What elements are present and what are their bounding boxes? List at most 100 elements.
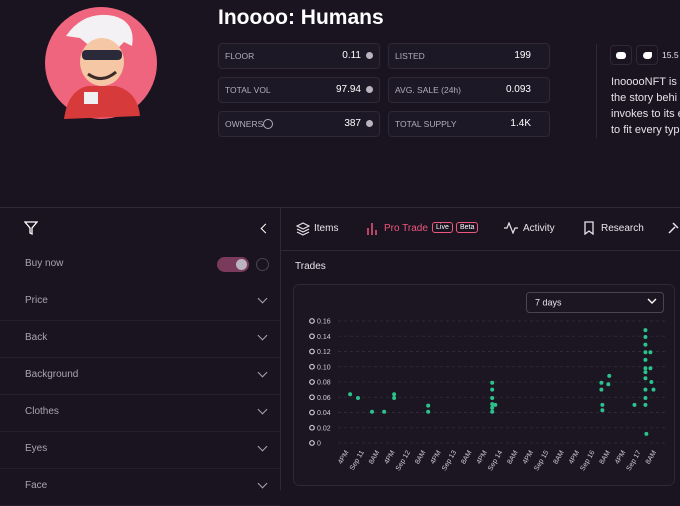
twitter-count[interactable]: 15.5: [662, 50, 679, 60]
trade-point: [643, 376, 648, 381]
period-label: 7 days: [535, 298, 562, 308]
trade-point: [355, 396, 360, 401]
twitter-button[interactable]: [636, 45, 658, 65]
trade-point: [490, 396, 495, 401]
stat-box: FLOOR 0.11: [218, 43, 380, 69]
filter-icon[interactable]: [24, 221, 38, 235]
trade-point: [490, 380, 495, 385]
trade-point: [651, 387, 656, 392]
items-icon: [296, 222, 310, 236]
stat-box: OWNERS 387: [218, 111, 380, 137]
currency-icon: [309, 348, 315, 355]
divider: [280, 207, 281, 490]
trade-point: [382, 409, 387, 414]
buy-now-toggle[interactable]: [217, 257, 249, 272]
trade-point: [649, 380, 654, 384]
page: {"header": {"title": "Inoooo: Humans", "…: [0, 6, 680, 506]
stat-label: TOTAL VOL: [225, 85, 271, 95]
filter-row[interactable]: Eyes: [0, 431, 280, 469]
trade-point: [643, 387, 648, 392]
currency-icon: [309, 394, 315, 401]
y-tick-label: 0.10: [317, 364, 331, 371]
stat-label: FLOOR: [225, 51, 255, 61]
research-icon: [584, 221, 594, 235]
stat-value: 0.11: [342, 50, 361, 61]
items-tab[interactable]: Items: [314, 223, 339, 234]
trade-point: [426, 409, 431, 414]
avatar: [45, 7, 157, 119]
trades-chart: 7 days 0 0.02 0.04 0.06 0.08 0.10 0.12 0.14 0.16…: [293, 284, 675, 486]
currency-icon: [366, 120, 373, 127]
trade-point: [643, 396, 648, 401]
divider: [0, 207, 680, 208]
trade-point: [600, 402, 605, 407]
trade-point: [600, 408, 605, 413]
trade-point: [632, 402, 637, 407]
filter-label: Eyes: [25, 443, 48, 454]
filter-label: Face: [25, 480, 48, 491]
trade-point: [490, 409, 495, 414]
stat-box: AVG. SALE (24h) 0.093: [388, 77, 550, 103]
y-tick-label: 0.16: [317, 319, 331, 326]
stat-value: 0.093: [505, 84, 531, 95]
filter-row[interactable]: Background: [0, 357, 280, 395]
currency-icon: [366, 52, 373, 59]
stat-box: TOTAL VOL 97.94: [218, 77, 380, 103]
research-tab[interactable]: Research: [601, 223, 644, 234]
activity-icon: [504, 222, 518, 234]
stat-label: LISTED: [395, 51, 425, 61]
pro-trade-icon: [367, 223, 377, 235]
trade-point: [607, 373, 612, 378]
stat-value: 1.4K: [510, 118, 531, 129]
description-line: InooooNFT is: [611, 76, 677, 88]
info-icon: [263, 119, 273, 129]
buy-now-row: Buy now: [0, 246, 280, 283]
trade-point: [392, 396, 397, 401]
trade-point: [490, 405, 495, 410]
trade-point: [348, 392, 353, 397]
trade-point: [490, 402, 495, 407]
filter-row[interactable]: Price: [0, 283, 280, 321]
filter-label: Price: [25, 295, 48, 306]
y-tick-label: 0.04: [317, 410, 331, 417]
trade-point: [606, 382, 611, 387]
y-tick-label: 0.12: [317, 349, 331, 356]
description-line: the story behi: [611, 92, 678, 104]
trade-point: [643, 328, 648, 333]
beta-badge: Beta: [456, 222, 479, 233]
filter-row[interactable]: Back: [0, 320, 280, 358]
discord-button[interactable]: [610, 45, 632, 65]
pro-trade-tab[interactable]: Pro Trade: [384, 223, 428, 234]
stat-value: 199: [514, 50, 531, 61]
divider: [281, 250, 680, 251]
filter-label: Background: [25, 369, 79, 380]
trade-point: [643, 357, 648, 362]
trade-point: [643, 370, 648, 375]
trade-point: [648, 350, 653, 355]
trade-point: [370, 409, 375, 414]
currency-icon: [309, 379, 315, 385]
stat-box: TOTAL SUPPLY 1.4K: [388, 111, 550, 137]
period-dropdown[interactable]: [526, 292, 664, 313]
trade-point: [643, 366, 648, 371]
y-tick-label: 0.06: [317, 395, 331, 402]
stat-label: OWNERS: [225, 119, 264, 129]
stat-value: 97.94: [335, 84, 361, 95]
chart-frame: [293, 284, 675, 486]
stat-box: LISTED 199: [388, 43, 550, 69]
trade-point: [490, 387, 495, 392]
stat-label: TOTAL SUPPLY: [395, 119, 457, 129]
filter-row[interactable]: Clothes: [0, 394, 280, 432]
panel-title: Trades: [295, 261, 326, 272]
trade-point: [493, 402, 498, 407]
help-icon[interactable]: [256, 258, 269, 271]
collection-title: Inoooo: Humans: [218, 6, 384, 29]
y-tick-label: 0: [317, 441, 321, 448]
trade-point: [643, 350, 648, 355]
buy-now-label: Buy now: [25, 258, 64, 269]
description-line: to fit every typ: [611, 124, 680, 136]
currency-icon: [309, 409, 315, 416]
activity-tab[interactable]: Activity: [523, 223, 555, 234]
tool-icon[interactable]: [667, 221, 680, 235]
currency-icon: [309, 440, 315, 446]
